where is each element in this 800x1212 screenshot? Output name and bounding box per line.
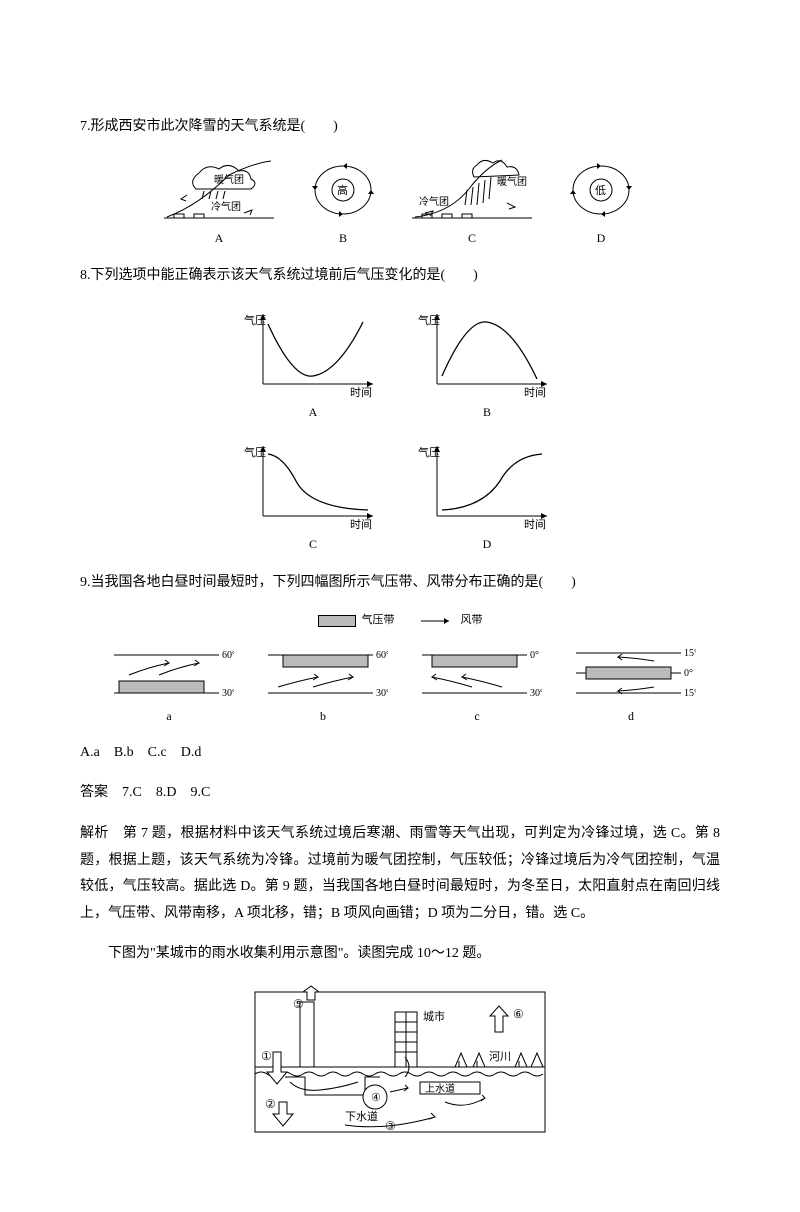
- svg-text:⑥: ⑥: [513, 1007, 524, 1021]
- q9-diagram-d: 15° 0° 15° d: [566, 643, 696, 728]
- q10-diagram: 城市 河川 下水道 上水道 ⑤ ⑥ ① ② ③ ④: [80, 982, 720, 1142]
- svg-text:气压: 气压: [418, 313, 440, 327]
- q9-cap-b: b: [320, 705, 326, 728]
- q10-intro: 下图为"某城市的雨水收集利用示意图"。读图完成 10～12 题。: [80, 941, 720, 968]
- svg-text:城市: 城市: [423, 1009, 445, 1023]
- svg-text:时间: 时间: [524, 518, 546, 531]
- q9-diagram-c: 0° 30° c: [412, 643, 542, 728]
- svg-text:时间: 时间: [524, 386, 546, 399]
- q7-diagram-c: 暖气团 冷气团 C: [407, 155, 537, 250]
- svg-text:30°: 30°: [530, 688, 542, 699]
- q9-diagram-a: 60° 30° a: [104, 643, 234, 728]
- q7-d-label: 低: [595, 184, 606, 197]
- svg-text:④: ④: [371, 1092, 381, 1104]
- q8-text: 8.下列选项中能正确表示该天气系统过境前后气压变化的是( ): [80, 263, 720, 290]
- q8-cap-b: B: [483, 401, 491, 424]
- svg-text:0°: 0°: [530, 650, 539, 661]
- q7-diagrams: 暖气团 冷气团 A 高 B 暖气团: [80, 155, 720, 250]
- q7-b-label: 高: [337, 183, 348, 197]
- svg-text:⑤: ⑤: [293, 997, 304, 1011]
- q7-c-warm: 暖气团: [497, 175, 527, 188]
- q9-diagrams: 60° 30° a 60° 30° b 0° 30°: [80, 643, 720, 728]
- q7-diagram-d: 低 D: [561, 155, 641, 250]
- q7-diagram-a: 暖气团 冷气团 A: [159, 155, 279, 250]
- svg-text:气压: 气压: [244, 445, 266, 459]
- explanation: 解析 第 7 题，根据材料中该天气系统过境后寒潮、雨雪等天气出现，可判定为冷锋过…: [80, 821, 720, 927]
- svg-text:15°: 15°: [684, 688, 696, 699]
- q9-options: A.a B.b C.c D.d: [80, 740, 720, 767]
- q8-row1: 气压 时间 A 气压 时间 B: [80, 304, 720, 424]
- q9-cap-d: d: [628, 705, 634, 728]
- q9-cap-c: c: [474, 705, 479, 728]
- q7-cap-c: C: [468, 227, 476, 250]
- svg-text:上水道: 上水道: [425, 1082, 455, 1095]
- q8-diagram-d: 气压 时间 D: [412, 436, 562, 556]
- svg-text:气压: 气压: [244, 313, 266, 327]
- q8-row2: 气压 时间 C 气压 时间 D: [80, 436, 720, 556]
- q7-a-cold: 冷气团: [211, 200, 241, 213]
- svg-text:时间: 时间: [350, 386, 372, 399]
- svg-text:30°: 30°: [376, 688, 388, 699]
- q7-text: 7.形成西安市此次降雪的天气系统是( ): [80, 114, 720, 141]
- svg-text:下水道: 下水道: [345, 1109, 378, 1123]
- q7-cap-a: A: [215, 227, 224, 250]
- svg-text:①: ①: [261, 1049, 272, 1063]
- q8-diagram-c: 气压 时间 C: [238, 436, 388, 556]
- q8-cap-a: A: [309, 401, 318, 424]
- q9-cap-a: a: [166, 705, 171, 728]
- svg-text:③: ③: [385, 1119, 396, 1133]
- svg-text:0°: 0°: [684, 668, 693, 679]
- svg-text:60°: 60°: [376, 650, 388, 661]
- svg-text:气压: 气压: [418, 445, 440, 459]
- svg-text:30°: 30°: [222, 688, 234, 699]
- q7-a-warm: 暖气团: [214, 173, 244, 186]
- q9-diagram-b: 60° 30° b: [258, 643, 388, 728]
- q7-cap-b: B: [339, 227, 347, 250]
- svg-text:15°: 15°: [684, 648, 696, 659]
- svg-text:河川: 河川: [489, 1050, 511, 1063]
- q9-legend: 气压带 风带: [80, 610, 720, 631]
- q8-diagram-b: 气压 时间 B: [412, 304, 562, 424]
- svg-text:60°: 60°: [222, 650, 234, 661]
- q7-cap-d: D: [597, 227, 606, 250]
- q9-text: 9.当我国各地白昼时间最短时，下列四幅图所示气压带、风带分布正确的是( ): [80, 570, 720, 597]
- q8-cap-d: D: [483, 533, 492, 556]
- svg-text:②: ②: [265, 1097, 276, 1111]
- q8-diagram-a: 气压 时间 A: [238, 304, 388, 424]
- q7-c-cold: 冷气团: [419, 195, 449, 208]
- q7-diagram-b: 高 B: [303, 155, 383, 250]
- svg-text:时间: 时间: [350, 518, 372, 531]
- answers: 答案 7.C 8.D 9.C: [80, 780, 720, 807]
- q8-cap-c: C: [309, 533, 317, 556]
